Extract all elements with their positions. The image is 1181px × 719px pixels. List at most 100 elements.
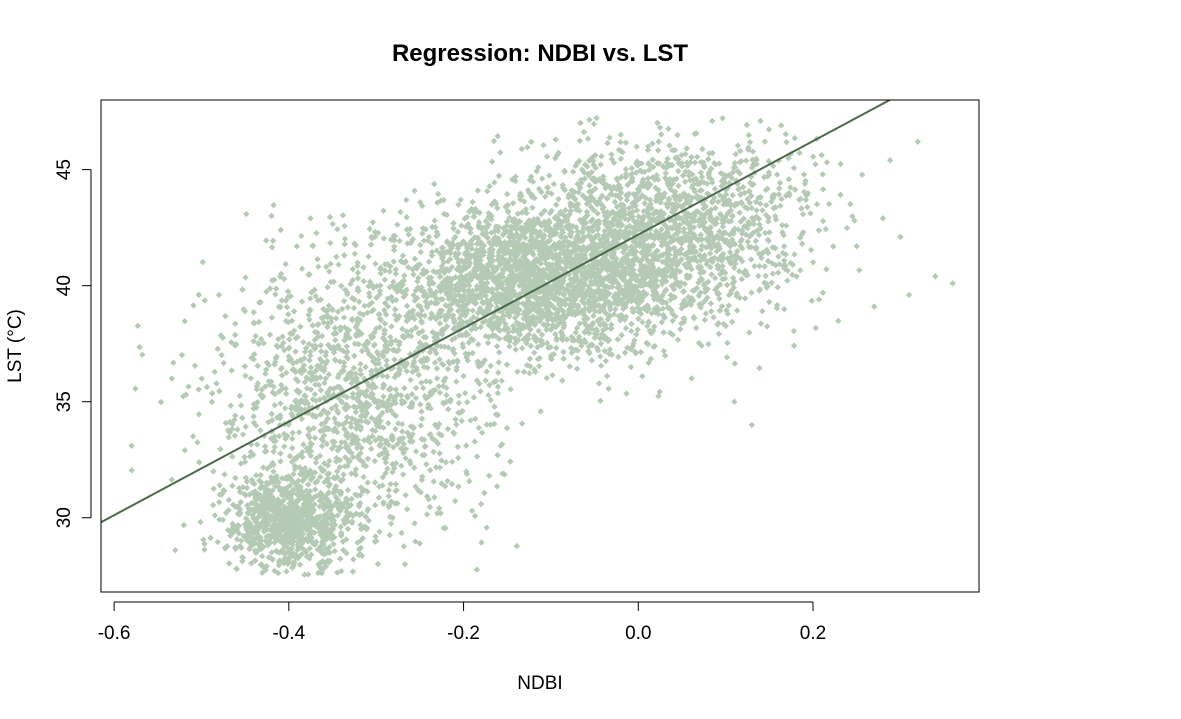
data-point [533,337,540,345]
data-point [498,308,506,316]
data-point [673,215,680,222]
data-point [402,291,409,299]
data-point [317,342,325,349]
data-point [605,350,613,357]
data-point [344,525,352,533]
data-point [437,343,445,350]
data-point [494,383,502,390]
data-point [306,357,313,364]
data-point [356,298,363,306]
data-point [606,346,614,353]
data-point [553,201,560,208]
data-point [763,323,771,330]
data-point [504,190,511,198]
data-point [588,357,595,364]
data-point [593,114,600,122]
data-point [481,230,488,237]
data-point [541,207,548,215]
data-point [494,263,502,270]
data-point [584,325,592,332]
data-point [536,302,543,309]
data-point [373,294,380,301]
data-point [433,232,440,240]
data-point [377,282,384,289]
data-point [682,178,689,185]
data-point [307,215,314,222]
data-point [201,546,208,553]
data-point [543,260,550,268]
data-point [255,318,263,326]
data-point [479,298,486,306]
data-point [501,266,508,273]
data-point [484,339,492,347]
data-point [236,392,244,400]
data-point [464,307,471,314]
data-point [170,359,177,367]
data-point [511,326,519,333]
data-point [195,291,202,299]
data-point [433,375,441,382]
data-point [510,278,517,286]
data-point [724,310,731,318]
data-point [435,505,443,512]
data-point [674,336,682,343]
data-point [515,320,523,328]
data-point [490,137,498,145]
data-point [527,342,535,350]
data-point [450,326,457,333]
data-point [518,344,526,352]
data-point [639,373,646,380]
data-point [460,291,468,299]
data-point [333,253,340,260]
data-point [601,347,608,355]
data-point [584,135,592,142]
data-point [242,372,249,380]
data-point [478,539,485,546]
data-point [571,269,578,276]
data-point [400,543,408,550]
data-point [403,317,411,325]
data-point [463,319,470,326]
data-point [357,366,364,373]
data-points [128,114,956,579]
data-point [242,423,249,430]
data-point [392,270,399,278]
data-point [423,268,430,275]
data-point [612,305,619,313]
data-point [507,272,514,279]
data-point [799,211,807,218]
data-point [462,442,470,449]
data-point [456,332,463,339]
data-point [587,341,595,348]
data-point [458,240,465,248]
data-point [411,520,418,527]
data-point [417,199,424,206]
data-point [446,360,453,367]
data-point [360,278,368,285]
data-point [496,349,503,356]
data-point [268,410,275,418]
data-point [628,320,635,328]
data-point [366,278,374,286]
data-point [439,244,447,252]
data-point [277,450,284,457]
data-point [610,311,618,318]
data-point [476,209,483,216]
data-point [651,323,658,330]
data-point [485,254,493,262]
data-point [339,212,347,219]
data-point [479,319,487,326]
data-point [354,275,362,282]
data-point [283,303,291,311]
data-point [272,285,280,292]
data-point [521,308,528,316]
data-point [615,353,622,361]
data-point [200,536,207,543]
data-point [527,228,535,235]
data-point [559,377,566,384]
data-point [451,285,459,292]
data-point [391,356,398,363]
data-point [461,312,469,320]
data-point [452,233,459,241]
data-point [552,287,559,294]
